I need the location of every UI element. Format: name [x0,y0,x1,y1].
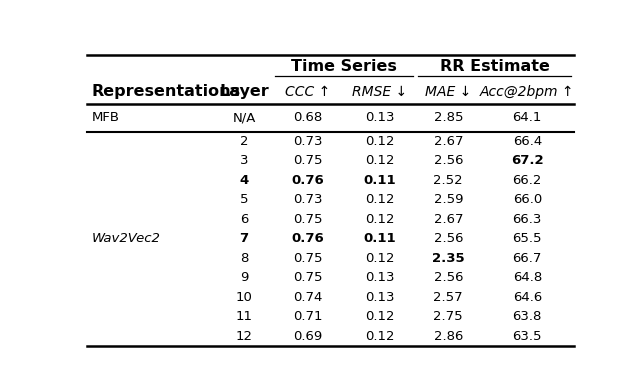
Text: 0.13: 0.13 [365,271,394,284]
Text: 66.2: 66.2 [513,174,542,187]
Text: 9: 9 [240,271,248,284]
Text: 10: 10 [236,291,252,304]
Text: 2.86: 2.86 [433,330,463,343]
Text: CCC ↑: CCC ↑ [285,85,331,99]
Text: 63.8: 63.8 [513,310,542,323]
Text: 6: 6 [240,213,248,226]
Text: 66.0: 66.0 [513,193,542,207]
Text: 11: 11 [236,310,253,323]
Text: 0.11: 0.11 [364,174,396,187]
Text: 64.6: 64.6 [513,291,542,304]
Text: 2.56: 2.56 [433,154,463,167]
Text: Time Series: Time Series [291,60,397,74]
Text: 0.75: 0.75 [293,271,323,284]
Text: 2.85: 2.85 [433,111,463,124]
Text: 0.76: 0.76 [292,232,324,245]
Text: 67.2: 67.2 [511,154,543,167]
Text: 0.75: 0.75 [293,154,323,167]
Text: 2.57: 2.57 [433,291,463,304]
Text: MAE ↓: MAE ↓ [425,85,472,99]
Text: 2.56: 2.56 [433,271,463,284]
Text: 4: 4 [239,174,248,187]
Text: 2.67: 2.67 [433,213,463,226]
Text: 2.75: 2.75 [433,310,463,323]
Text: 0.12: 0.12 [365,193,394,207]
Text: 7: 7 [239,232,248,245]
Text: 0.76: 0.76 [292,174,324,187]
Text: 2.35: 2.35 [432,252,465,265]
Text: 5: 5 [240,193,248,207]
Text: 2.67: 2.67 [433,135,463,148]
Text: 0.73: 0.73 [293,135,323,148]
Text: RMSE ↓: RMSE ↓ [352,85,407,99]
Text: Representations: Representations [92,84,241,99]
Text: 0.12: 0.12 [365,310,394,323]
Text: 66.4: 66.4 [513,135,542,148]
Text: MFB: MFB [92,111,120,124]
Text: RR Estimate: RR Estimate [440,60,549,74]
Text: 66.7: 66.7 [513,252,542,265]
Text: 0.75: 0.75 [293,252,323,265]
Text: Acc@2bpm ↑: Acc@2bpm ↑ [480,85,575,99]
Text: 0.12: 0.12 [365,213,394,226]
Text: 0.71: 0.71 [293,310,323,323]
Text: Wav2Vec2: Wav2Vec2 [92,232,160,245]
Text: 0.12: 0.12 [365,330,394,343]
Text: 12: 12 [236,330,253,343]
Text: 0.74: 0.74 [293,291,323,304]
Text: 2.52: 2.52 [433,174,463,187]
Text: 2.59: 2.59 [433,193,463,207]
Text: 0.13: 0.13 [365,111,394,124]
Text: 2: 2 [240,135,248,148]
Text: 0.69: 0.69 [294,330,323,343]
Text: Layer: Layer [219,84,269,99]
Text: 0.11: 0.11 [364,232,396,245]
Text: 0.68: 0.68 [294,111,323,124]
Text: 64.8: 64.8 [513,271,542,284]
Text: 0.12: 0.12 [365,252,394,265]
Text: 0.73: 0.73 [293,193,323,207]
Text: 65.5: 65.5 [513,232,542,245]
Text: 3: 3 [240,154,248,167]
Text: 63.5: 63.5 [513,330,542,343]
Text: 0.13: 0.13 [365,291,394,304]
Text: N/A: N/A [232,111,256,124]
Text: 0.12: 0.12 [365,135,394,148]
Text: 0.75: 0.75 [293,213,323,226]
Text: 8: 8 [240,252,248,265]
Text: 66.3: 66.3 [513,213,542,226]
Text: 0.12: 0.12 [365,154,394,167]
Text: 64.1: 64.1 [513,111,542,124]
Text: 2.56: 2.56 [433,232,463,245]
